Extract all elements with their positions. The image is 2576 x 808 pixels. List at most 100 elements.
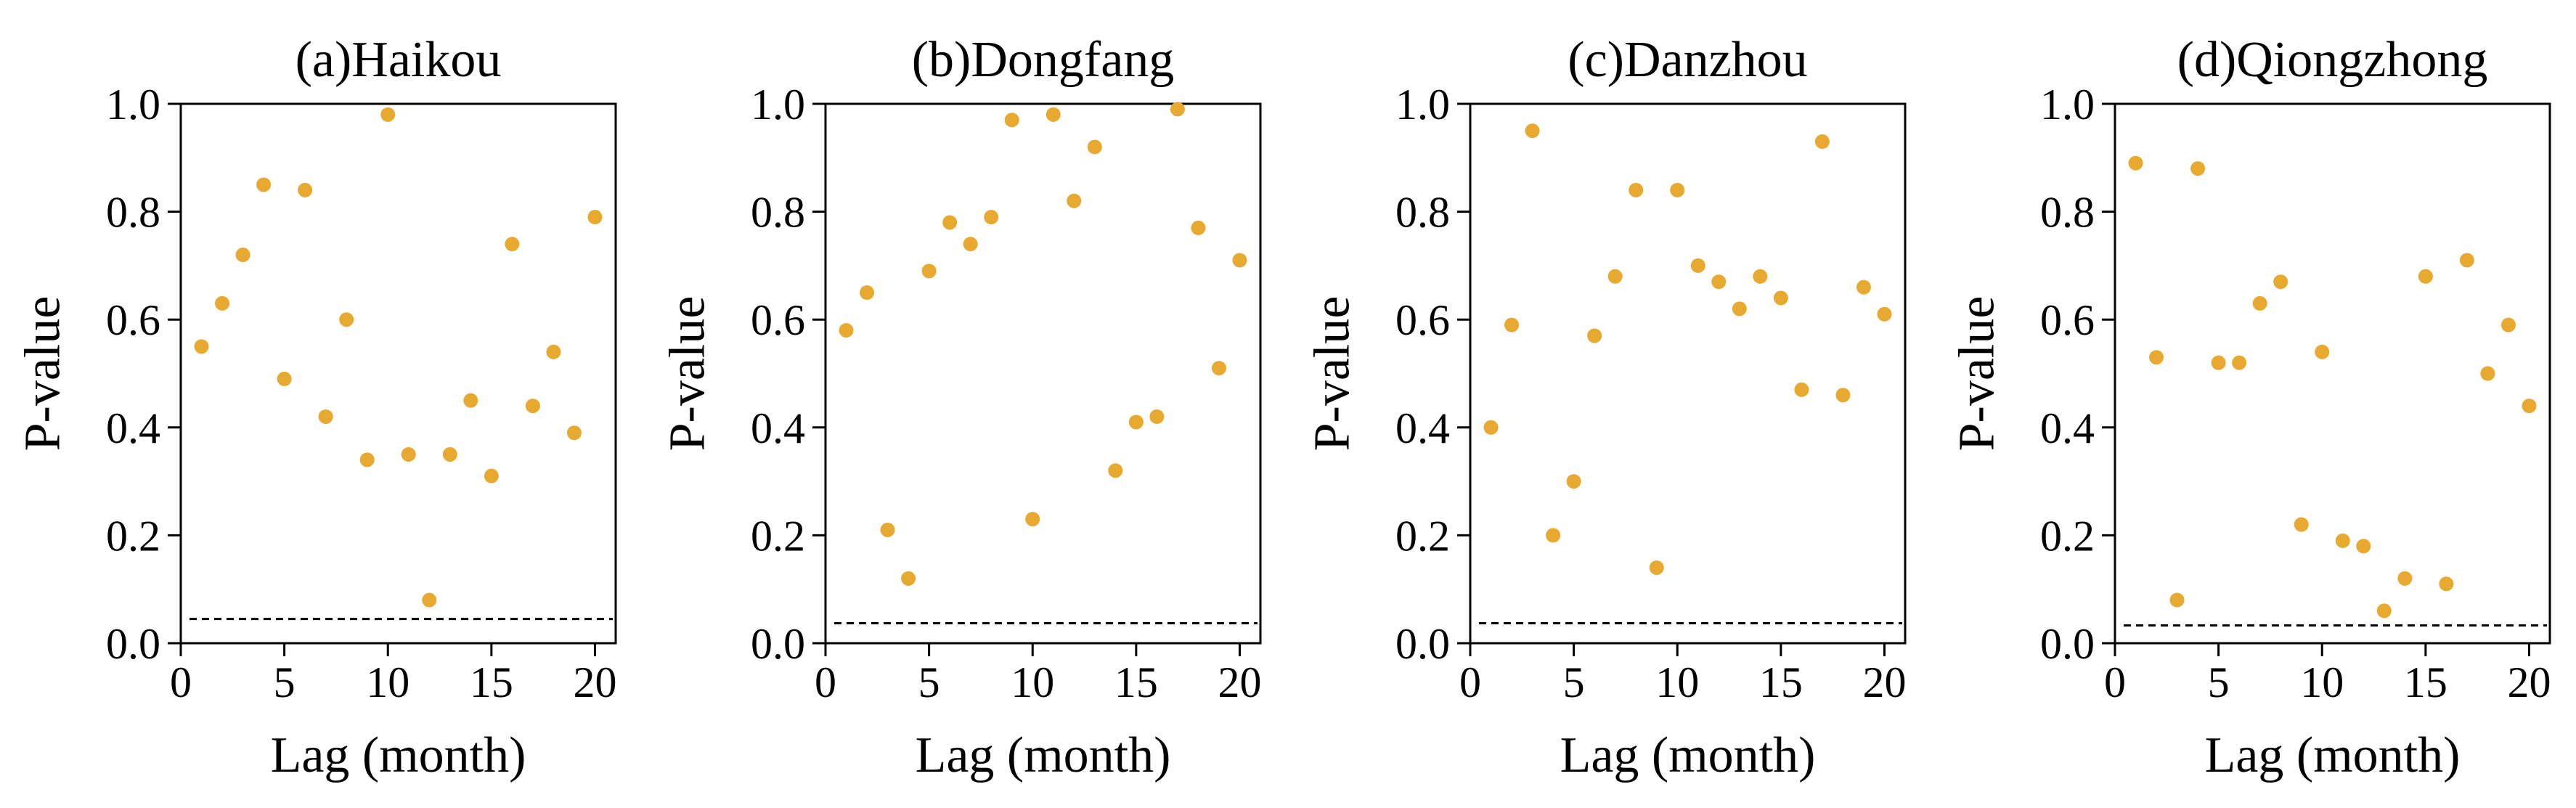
data-point xyxy=(2335,533,2350,548)
x-axis-label: Lag (month) xyxy=(271,727,526,783)
x-tick-label: 20 xyxy=(1218,658,1261,706)
data-point xyxy=(587,210,603,225)
y-axis-label: P-value xyxy=(1949,296,2005,452)
y-tick-label: 0.4 xyxy=(751,404,805,452)
y-axis-label: P-value xyxy=(15,296,71,452)
y-tick-label: 0.8 xyxy=(751,189,805,237)
y-tick-label: 0.8 xyxy=(106,189,160,237)
data-point xyxy=(318,409,333,424)
data-point xyxy=(1108,463,1123,478)
panel-title: (b)Dongfang xyxy=(912,32,1175,88)
y-tick-label: 0.6 xyxy=(1395,296,1450,344)
data-point xyxy=(235,248,250,263)
data-point xyxy=(1753,269,1768,284)
data-point xyxy=(1128,415,1144,430)
x-axis-label: Lag (month) xyxy=(1560,727,1816,783)
y-axis-label: P-value xyxy=(1305,296,1361,452)
x-axis-label: Lag (month) xyxy=(2205,727,2461,783)
data-point xyxy=(2522,399,2537,414)
data-point xyxy=(1191,220,1206,235)
panel-1: (a)Haikou 0.0 0.2 0.4 0.6 0.8 1.0 0 5 10 15 20 Lag (… xyxy=(15,32,617,783)
x-tick-label: 0 xyxy=(170,658,192,706)
y-tick-label: 0.2 xyxy=(2040,512,2095,560)
data-point xyxy=(1525,123,1540,139)
data-point xyxy=(1483,420,1499,435)
data-point xyxy=(1046,107,1061,122)
data-point xyxy=(2315,344,2330,359)
plot-frame xyxy=(824,102,1262,645)
data-point xyxy=(2294,517,2309,532)
y-tick-label: 0.8 xyxy=(1395,189,1450,237)
y-tick-label: 0.0 xyxy=(2040,620,2095,668)
data-point xyxy=(880,522,895,537)
panel-3: (c)Danzhou 0.0 0.2 0.4 0.6 0.8 1.0 0 5 10 15 20 Lag … xyxy=(1305,32,1907,783)
y-tick-label: 0.2 xyxy=(106,512,160,560)
data-point xyxy=(1004,113,1019,128)
data-point xyxy=(1067,193,1082,208)
y-tick-label: 0.6 xyxy=(106,296,160,344)
data-point xyxy=(2439,576,2454,592)
data-point xyxy=(860,285,875,301)
x-tick-label: 15 xyxy=(1114,658,1158,706)
plot-frame xyxy=(2114,102,2551,645)
y-tick-label: 1.0 xyxy=(751,81,805,128)
data-point xyxy=(1504,317,1520,332)
x-tick-label: 15 xyxy=(470,658,513,706)
data-point xyxy=(839,323,854,338)
y-tick-label: 0.4 xyxy=(1395,404,1450,452)
data-point xyxy=(256,177,272,192)
data-point xyxy=(525,399,540,414)
data-point xyxy=(1629,182,1644,197)
x-tick-label: 5 xyxy=(1563,658,1585,706)
data-point xyxy=(1814,134,1830,150)
x-tick-label: 15 xyxy=(2404,658,2447,706)
data-point xyxy=(339,312,354,327)
data-point xyxy=(2459,253,2474,268)
data-point xyxy=(2480,366,2495,381)
data-point xyxy=(2252,295,2267,311)
data-point xyxy=(463,393,478,408)
data-point xyxy=(2376,603,2392,619)
panel-title: (a)Haikou xyxy=(295,32,502,88)
data-point xyxy=(1025,512,1040,527)
plot-frame xyxy=(1469,102,1907,645)
y-tick-label: 1.0 xyxy=(106,81,160,128)
data-point xyxy=(380,107,396,122)
x-tick-label: 5 xyxy=(918,658,940,706)
plot-frame xyxy=(179,102,617,645)
data-point xyxy=(1856,279,1871,295)
data-point xyxy=(359,452,375,468)
data-point xyxy=(505,237,520,252)
data-point xyxy=(1607,269,1623,284)
data-point xyxy=(1566,474,1581,489)
data-point xyxy=(566,425,582,441)
y-tick-label: 0.0 xyxy=(1395,620,1450,668)
data-point xyxy=(2169,592,2185,608)
data-point xyxy=(2232,355,2247,370)
data-point xyxy=(2128,155,2143,171)
data-point xyxy=(1773,290,1788,306)
data-point xyxy=(1732,301,1747,317)
data-point xyxy=(1232,253,1247,268)
data-point xyxy=(2190,161,2206,176)
data-point xyxy=(1211,361,1226,376)
data-point xyxy=(1546,528,1561,543)
x-tick-label: 10 xyxy=(366,658,409,706)
data-point xyxy=(546,344,561,359)
data-point xyxy=(1149,409,1165,424)
x-tick-label: 0 xyxy=(1459,658,1481,706)
y-tick-label: 0.4 xyxy=(106,404,160,452)
y-tick-label: 0.8 xyxy=(2040,189,2095,237)
data-point xyxy=(1087,139,1102,155)
x-tick-label: 0 xyxy=(2104,658,2126,706)
panel-title: (d)Qiongzhong xyxy=(2177,32,2488,88)
data-point xyxy=(942,215,958,230)
y-tick-label: 0.0 xyxy=(106,620,160,668)
data-point xyxy=(2356,539,2371,554)
x-tick-label: 5 xyxy=(274,658,295,706)
data-point xyxy=(194,339,209,354)
data-point xyxy=(298,182,313,197)
data-point xyxy=(2418,269,2433,284)
data-point xyxy=(1711,274,1727,290)
data-point xyxy=(422,592,437,608)
